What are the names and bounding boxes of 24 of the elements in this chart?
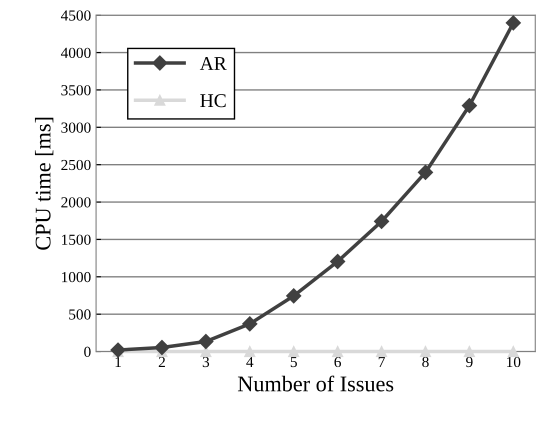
x-tick-label: 10 [507, 356, 520, 368]
y-tick-label: 1000 [62, 272, 91, 282]
x-tick-label: 3 [202, 356, 210, 368]
y-tick-label: 3000 [61, 122, 91, 133]
legend-label: AR [200, 57, 227, 70]
y-axis-title: CPU time [ms] [34, 118, 54, 250]
y-tick-label: 500 [69, 309, 91, 320]
x-tick-label: 9 [466, 356, 473, 368]
x-tick-label: 5 [290, 357, 297, 368]
x-axis-title: Number of Issues [238, 376, 394, 392]
y-tick-label: 1500 [62, 234, 91, 245]
x-tick-label: 8 [422, 356, 429, 368]
x-tick-label: 6 [334, 356, 341, 368]
y-tick-label: 0 [84, 346, 91, 357]
x-tick-label: 1 [116, 356, 121, 367]
x-tick-label: 7 [378, 357, 385, 367]
y-tick-label: 2500 [61, 160, 91, 170]
x-tick-label: 4 [246, 356, 254, 367]
y-tick-label: 4000 [60, 48, 91, 58]
legend-label: HC [200, 94, 226, 108]
y-tick-label: 3500 [61, 85, 91, 96]
y-tick-label: 2000 [61, 197, 91, 208]
y-tick-label: 4500 [60, 10, 91, 21]
x-tick-label: 2 [158, 356, 165, 367]
